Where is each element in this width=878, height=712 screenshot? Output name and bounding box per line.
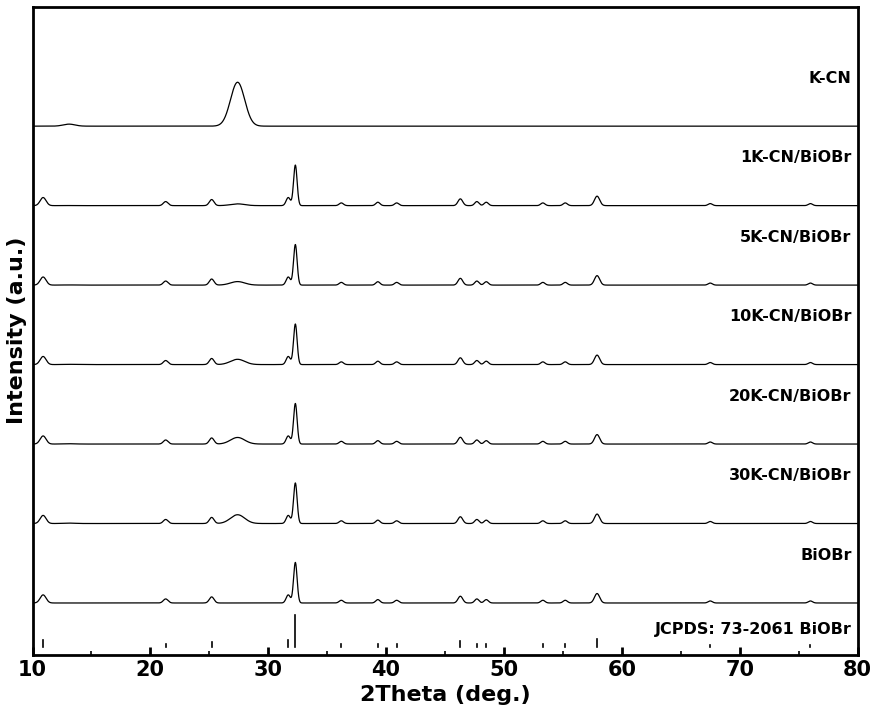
Text: 20K-CN/BiOBr: 20K-CN/BiOBr — [729, 389, 851, 404]
X-axis label: 2Theta (deg.): 2Theta (deg.) — [359, 685, 529, 705]
Text: 1K-CN/BiOBr: 1K-CN/BiOBr — [739, 150, 851, 165]
Y-axis label: Intensity (a.u.): Intensity (a.u.) — [7, 237, 27, 424]
Text: 5K-CN/BiOBr: 5K-CN/BiOBr — [739, 230, 851, 245]
Text: BiOBr: BiOBr — [799, 548, 851, 562]
Text: 30K-CN/BiOBr: 30K-CN/BiOBr — [729, 468, 851, 483]
Text: 10K-CN/BiOBr: 10K-CN/BiOBr — [729, 310, 851, 325]
Text: JCPDS: 73-2061 BiOBr: JCPDS: 73-2061 BiOBr — [654, 622, 851, 637]
Text: K-CN: K-CN — [808, 71, 851, 86]
